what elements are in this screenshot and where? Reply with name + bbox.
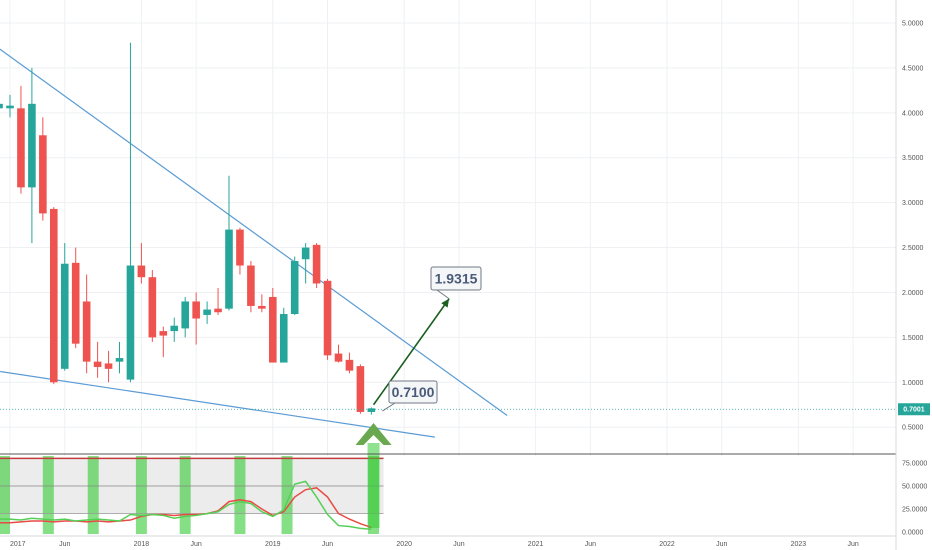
candle-body	[225, 229, 233, 309]
price-tick-label: 1.5000	[902, 335, 924, 342]
oscillator-signal-bar	[281, 456, 293, 534]
time-tick-label: 2022	[659, 541, 675, 548]
candle-body	[345, 359, 354, 371]
callout-entry[interactable]: 0.7100	[382, 380, 438, 412]
oscillator-signal-bar	[87, 456, 99, 534]
candle-body	[17, 108, 25, 188]
candle-body	[104, 363, 113, 369]
current-price-label: 0.7001	[903, 407, 925, 414]
time-tick-label: 2018	[134, 541, 150, 548]
price-tick-label: 4.0000	[902, 110, 924, 117]
time-tick-label: 2017	[10, 541, 26, 548]
candle-body	[82, 301, 91, 362]
candle-body	[367, 408, 376, 412]
candle-body	[6, 105, 14, 109]
candle-body	[334, 353, 343, 362]
trendline-lower[interactable]	[0, 370, 435, 438]
time-tick-label: Jun	[191, 541, 202, 548]
oscillator-signal-bar	[179, 456, 191, 534]
annotations[interactable]: 1.9315 0.7100	[0, 266, 896, 528]
candle-body	[60, 263, 69, 369]
callout-leader	[436, 289, 450, 300]
candle-body	[312, 244, 321, 284]
oscillator-signal-bar	[0, 456, 11, 534]
oscillator-slow-line	[0, 487, 372, 529]
candles	[0, 42, 376, 415]
candle-body	[148, 277, 157, 338]
candle-body	[269, 296, 277, 363]
time-tick-label: 2023	[791, 541, 807, 548]
candle-body	[290, 261, 299, 315]
oscillator-fast-line	[0, 480, 372, 530]
oscillator-signal-bar	[234, 456, 246, 534]
candle-body	[214, 308, 222, 313]
oscillator-tick-label: 50.0000	[902, 484, 927, 491]
candle-body	[71, 262, 80, 344]
candle-body	[137, 265, 146, 278]
callout-box	[430, 266, 482, 291]
projection-arrow-line[interactable]	[372, 298, 450, 406]
oscillator-panel	[0, 480, 372, 530]
time-tick-label: Jun	[59, 541, 70, 548]
callout-box	[388, 380, 438, 404]
price-tick-label: 4.5000	[902, 65, 924, 72]
time-tick-label: 2021	[528, 541, 544, 548]
candle-body	[0, 103, 3, 109]
candle-body	[126, 265, 135, 380]
price-tick-label: 5.0000	[902, 20, 924, 27]
candle-body	[356, 366, 365, 412]
candle-body	[50, 208, 58, 383]
time-tick-label: Jun	[848, 541, 859, 548]
candle-body	[115, 358, 124, 362]
candle-body	[301, 247, 310, 260]
candle-body	[181, 301, 189, 329]
callout-label: 0.7100	[392, 384, 435, 400]
oscillator-tick-label: 75.0000	[902, 461, 927, 468]
trendline-upper[interactable]	[0, 45, 508, 417]
price-tick-label: 3.0000	[902, 200, 924, 207]
candle-body	[323, 280, 332, 356]
signal-highlight-column	[367, 443, 380, 528]
time-tick-label: 2019	[265, 541, 281, 548]
time-tick-label: Jun	[585, 541, 596, 548]
candle-body	[258, 305, 266, 309]
callout-leader	[382, 402, 396, 412]
trendlines[interactable]	[0, 45, 508, 438]
projection-arrow-head	[441, 298, 450, 308]
candle-body	[159, 331, 168, 336]
candle-body	[236, 229, 244, 266]
time-tick-label: Jun	[322, 541, 333, 548]
callout-target[interactable]: 1.9315	[430, 266, 482, 300]
price-tick-label: 1.0000	[902, 380, 924, 387]
oscillator-tick-label: 0.0000	[902, 530, 924, 537]
candle-body	[93, 361, 102, 368]
time-tick-label: 2020	[396, 541, 412, 548]
time-tick-label: Jun	[453, 541, 464, 548]
price-tick-label: 0.5000	[902, 425, 924, 432]
oscillator-background	[0, 456, 896, 534]
price-tick-label: 3.5000	[902, 155, 924, 162]
oscillator-tick-label: 25.0000	[902, 507, 927, 514]
oscillator-signal-bar	[135, 456, 147, 534]
current-price-tag	[898, 403, 930, 416]
price-tick-label: 2.5000	[902, 245, 924, 252]
candle-body	[28, 103, 36, 188]
price-tick-label: 2.0000	[902, 290, 924, 297]
signal-up-arrow	[355, 423, 392, 445]
candle-body	[279, 314, 288, 363]
oscillator-signal-bar	[42, 456, 54, 534]
callout-label: 1.9315	[435, 271, 478, 287]
candle-body	[247, 265, 255, 306]
candle-body	[203, 309, 211, 315]
candle-body	[39, 135, 47, 214]
time-tick-label: Jun	[716, 541, 727, 548]
candle-body	[192, 301, 200, 319]
candle-body	[170, 325, 179, 332]
